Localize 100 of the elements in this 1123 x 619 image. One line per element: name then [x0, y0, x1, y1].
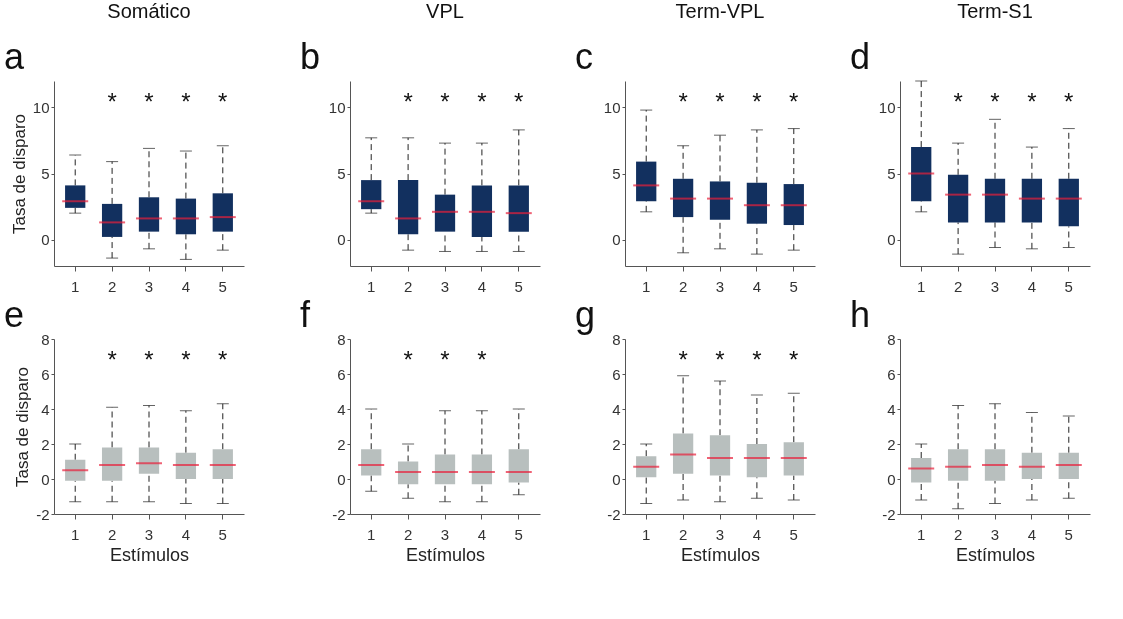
- y-tick-label: 4: [41, 400, 50, 418]
- y-tick-label: 2: [337, 435, 346, 453]
- y-tick-label: 4: [887, 400, 896, 418]
- x-tick-label: 3: [144, 525, 154, 543]
- y-tick-label: 0: [612, 470, 621, 488]
- x-tick-label: 1: [917, 277, 926, 295]
- text: c: [575, 36, 593, 77]
- y-axis-title: Tasa de disparo: [13, 366, 33, 488]
- x-tick-label: 3: [144, 277, 154, 295]
- x-tick-label: 2: [403, 277, 413, 295]
- text: d: [850, 36, 871, 77]
- annotation: *: [678, 346, 688, 373]
- x-axis-title: Estímulos: [680, 544, 761, 565]
- annotation: *: [218, 88, 228, 115]
- annotation: *: [715, 88, 725, 115]
- x-tick-label: 1: [367, 277, 376, 295]
- x-tick-label: 5: [218, 525, 227, 543]
- text: a: [4, 36, 25, 77]
- annotation: *: [477, 346, 487, 373]
- y-tick-label: 0: [337, 470, 346, 488]
- x-tick-label: 5: [514, 277, 523, 295]
- x-tick-label: 3: [715, 525, 725, 543]
- y-tick-label: -2: [882, 505, 896, 523]
- x-tick-label: 4: [477, 525, 487, 543]
- x-tick-label: 1: [71, 525, 80, 543]
- x-tick-label: 4: [181, 525, 191, 543]
- x-tick-label: 2: [953, 277, 963, 295]
- y-tick-label: 0: [887, 470, 896, 488]
- x-tick-label: 4: [752, 525, 762, 543]
- x-tick-label: 1: [367, 525, 376, 543]
- annotation: *: [403, 88, 413, 115]
- x-tick-label: 3: [440, 525, 450, 543]
- y-tick-label: 2: [887, 435, 896, 453]
- annotation: *: [403, 346, 413, 373]
- y-tick-label: -2: [36, 505, 50, 523]
- y-tick-label: 2: [612, 435, 621, 453]
- annotation: *: [181, 88, 191, 115]
- annotation: *: [1064, 88, 1074, 115]
- annotation: *: [678, 88, 688, 115]
- y-tick-label: 4: [337, 400, 346, 418]
- y-tick-label: 6: [41, 365, 50, 383]
- y-tick-label: 8: [337, 330, 346, 348]
- x-tick-label: 4: [1027, 277, 1037, 295]
- x-tick-label: 2: [403, 525, 413, 543]
- x-tick-label: 2: [107, 525, 117, 543]
- x-tick-label: 5: [1064, 277, 1073, 295]
- x-tick-label: 4: [1027, 525, 1037, 543]
- x-axis-title: Estímulos: [405, 544, 486, 565]
- y-tick-label: 10: [603, 98, 621, 116]
- annotation: *: [144, 88, 154, 115]
- text: g: [575, 294, 596, 335]
- y-tick-label: 8: [887, 330, 896, 348]
- x-tick-label: 3: [715, 277, 725, 295]
- x-tick-label: 5: [789, 277, 798, 295]
- y-axis-title: Tasa de disparo: [9, 113, 29, 235]
- annotation: *: [218, 346, 228, 373]
- x-tick-label: 5: [1064, 525, 1073, 543]
- y-tick-label: 0: [337, 231, 346, 249]
- text: b: [300, 36, 321, 77]
- annotation: *: [715, 346, 725, 373]
- annotation: *: [477, 88, 487, 115]
- annotation: *: [953, 88, 963, 115]
- y-tick-label: 5: [612, 165, 621, 182]
- y-tick-label: 6: [337, 365, 346, 383]
- y-tick-label: 6: [612, 365, 621, 383]
- y-tick-label: 5: [887, 165, 896, 182]
- annotation: *: [440, 346, 450, 373]
- x-tick-label: 4: [477, 277, 487, 295]
- x-tick-label: 4: [181, 277, 191, 295]
- x-tick-label: 5: [514, 525, 523, 543]
- annotation: *: [990, 88, 1000, 115]
- y-tick-label: 5: [41, 165, 50, 182]
- x-tick-label: 5: [789, 525, 798, 543]
- annotation: *: [789, 88, 799, 115]
- y-tick-label: 2: [41, 435, 50, 453]
- chart-title: VPL: [426, 0, 464, 22]
- x-tick-label: 3: [440, 277, 450, 295]
- annotation: *: [181, 346, 191, 373]
- y-tick-label: 0: [41, 231, 50, 249]
- y-tick-label: 5: [337, 165, 346, 182]
- x-tick-label: 2: [953, 525, 963, 543]
- x-tick-label: 2: [678, 525, 688, 543]
- y-tick-label: 10: [328, 98, 346, 116]
- chart-title: Somático: [107, 0, 191, 22]
- x-tick-label: 5: [218, 277, 227, 295]
- x-tick-label: 1: [917, 525, 926, 543]
- annotation: *: [752, 88, 762, 115]
- text: h: [850, 294, 871, 335]
- y-tick-label: 8: [612, 330, 621, 348]
- x-tick-label: 3: [990, 277, 1000, 295]
- annotation: *: [789, 346, 799, 373]
- y-tick-label: -2: [607, 505, 621, 523]
- y-tick-label: 4: [612, 400, 621, 418]
- text: e: [4, 294, 25, 335]
- x-axis-title: Estímulos: [109, 544, 190, 565]
- x-axis-title: Estímulos: [955, 544, 1036, 565]
- y-tick-label: -2: [332, 505, 346, 523]
- y-tick-label: 10: [32, 98, 50, 116]
- text: f: [300, 294, 311, 335]
- y-tick-label: 10: [878, 98, 896, 116]
